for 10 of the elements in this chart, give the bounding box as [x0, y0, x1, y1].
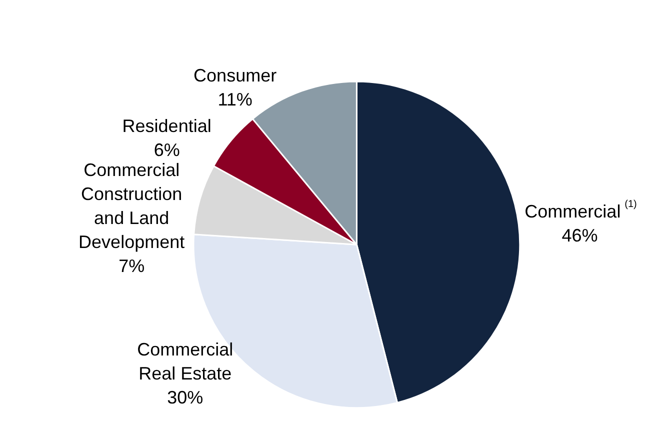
slice-label: Commercial (1): [524, 199, 637, 222]
slice-label: Commercial Real Estate: [137, 339, 234, 384]
slice-label: Commercial Construction and Land Development: [78, 160, 185, 252]
data-label: 6%: [154, 140, 180, 160]
data-label: 46%: [562, 226, 598, 246]
data-label: 30%: [167, 387, 204, 408]
slice-label: Residential: [122, 116, 212, 136]
data-label: 11%: [218, 89, 252, 110]
data-label: 7%: [118, 256, 145, 276]
slice-label: Consumer: [194, 65, 277, 86]
